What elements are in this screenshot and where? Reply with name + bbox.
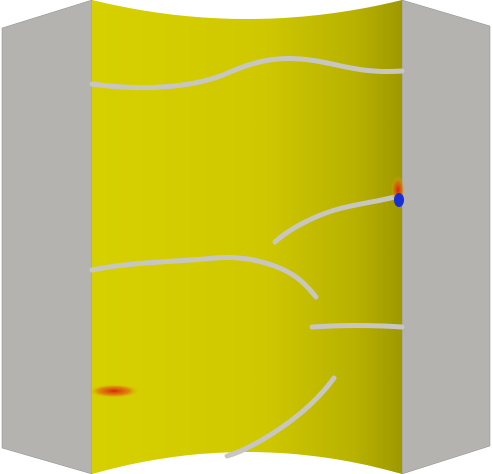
crack-top <box>89 56 405 91</box>
crack-middle <box>89 255 319 300</box>
hot-spot-left <box>88 384 140 398</box>
curved-field-surface <box>92 0 402 474</box>
right-side-panel <box>401 0 491 474</box>
crack-upper-right <box>272 193 401 245</box>
crack-lower-right <box>309 323 405 330</box>
left-side-panel <box>1 0 93 474</box>
cold-spot-right <box>394 193 404 207</box>
crack-bottom <box>224 375 337 459</box>
